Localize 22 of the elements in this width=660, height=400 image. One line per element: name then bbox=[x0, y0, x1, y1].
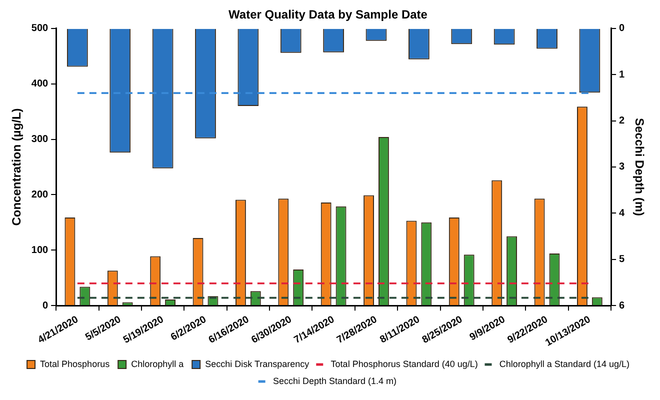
chart-title: Water Quality Data by Sample Date bbox=[228, 8, 428, 22]
y-tick-label: 0 bbox=[42, 300, 49, 312]
y2-tick-label: 6 bbox=[619, 300, 626, 312]
y2-axis-title: Secchi Depth (m) bbox=[632, 118, 646, 216]
y2-tick-label: 2 bbox=[619, 116, 626, 127]
legend-label: Secchi Depth Standard (1.4 m) bbox=[272, 376, 397, 386]
y-tick-label: 300 bbox=[31, 134, 49, 146]
y-tick-label: 500 bbox=[31, 23, 49, 34]
y2-tick-label: 3 bbox=[619, 162, 626, 173]
legend-label: Total Phosphorus bbox=[40, 358, 110, 369]
legend-label: Chlorophyll a bbox=[131, 358, 184, 369]
legend-label: Chlorophyll a Standard (14 ug/L) bbox=[499, 358, 630, 369]
legend-label: Total Phosphorus Standard (40 ug/L) bbox=[330, 358, 478, 369]
legend-label: Secchi Disk Transparency bbox=[205, 358, 310, 369]
y-tick-label: 400 bbox=[31, 78, 49, 90]
y2-tick-label: 4 bbox=[619, 208, 626, 219]
y2-tick-label: 0 bbox=[619, 23, 626, 34]
y2-tick-label: 5 bbox=[619, 254, 626, 266]
y-tick-label: 200 bbox=[31, 189, 49, 200]
y-tick-label: 100 bbox=[31, 244, 49, 256]
y2-tick-label: 1 bbox=[619, 69, 626, 80]
y-axis-title: Concentration (µg/L) bbox=[10, 108, 24, 226]
